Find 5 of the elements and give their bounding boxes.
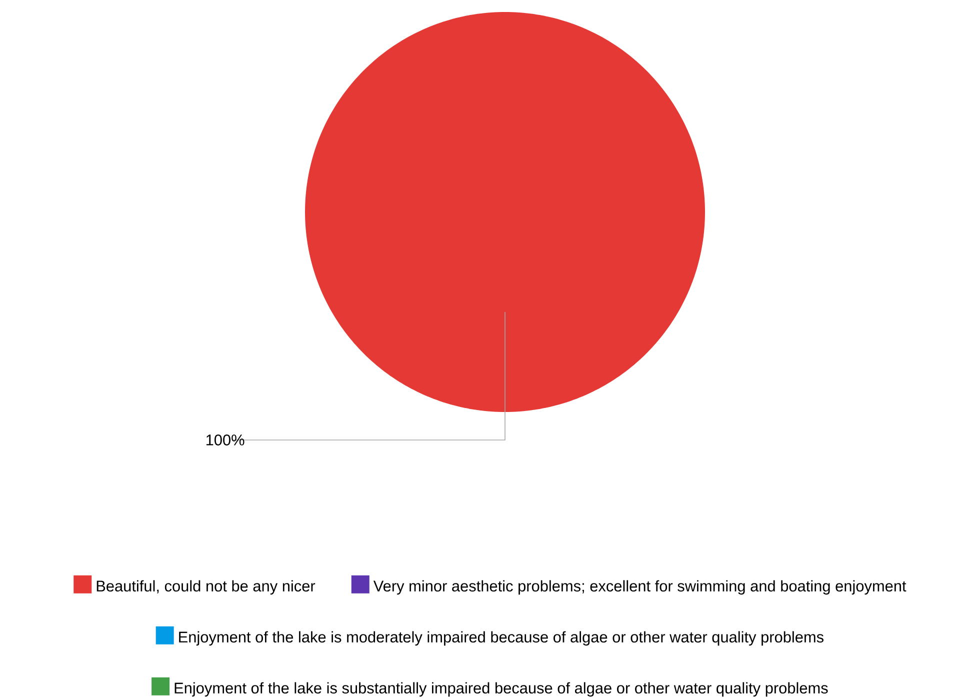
legend-label: Beautiful, could not be any nicer: [96, 580, 316, 595]
data-label: 100%: [206, 434, 244, 446]
legend-label: Enjoyment of the lake is substantially impaired because of algae or other water quality problems: [174, 682, 828, 697]
legend-label: Very minor aesthetic problems; excellent for swimming and boating enjoyment: [373, 580, 906, 595]
legend-label: Enjoyment of the lake is moderately impaired because of algae or other water quality problems: [179, 631, 824, 646]
